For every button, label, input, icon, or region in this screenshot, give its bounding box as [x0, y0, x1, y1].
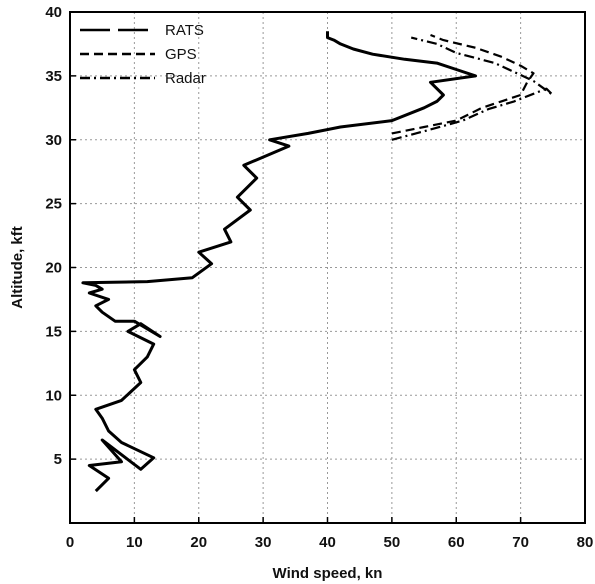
x-tick-label: 50: [384, 534, 401, 551]
x-tick-label: 20: [190, 534, 207, 551]
y-tick-label: 35: [45, 68, 62, 85]
x-tick-label: 60: [448, 534, 465, 551]
y-tick-label: 10: [45, 387, 62, 404]
y-tick-label: 20: [45, 260, 62, 277]
x-tick-label: 30: [255, 534, 272, 551]
grid-layer: [70, 12, 585, 523]
x-axis-title: Wind speed, kn: [273, 565, 383, 582]
legend-item: GPS: [80, 46, 197, 63]
legend: RATS GPS Radar: [80, 22, 206, 87]
y-tick-label: 40: [45, 4, 62, 21]
x-tick-label: 70: [512, 534, 529, 551]
y-tick-label: 30: [45, 132, 62, 149]
legend-label: Radar: [165, 70, 206, 87]
y-tick-label: 25: [45, 196, 62, 213]
tick-layer: 0 10 20 30 40 50 60 70 80 5 10 15 20 25 30 35 40: [45, 4, 593, 551]
y-axis-title: Altitude, kft: [9, 226, 26, 309]
series-line-radar: [391, 36, 554, 141]
series-line-gps: [391, 33, 535, 135]
legend-item: Radar: [80, 70, 206, 87]
series-line-rats: [81, 31, 478, 493]
x-tick-label: 0: [66, 534, 74, 551]
x-tick-label: 40: [319, 534, 336, 551]
x-tick-label: 10: [126, 534, 143, 551]
legend-label: GPS: [165, 46, 197, 63]
legend-item: RATS: [80, 22, 204, 39]
x-tick-label: 80: [577, 534, 594, 551]
y-tick-label: 5: [54, 451, 62, 468]
legend-label: RATS: [165, 22, 204, 39]
series-layer: [81, 31, 554, 493]
y-tick-label: 15: [45, 323, 62, 340]
